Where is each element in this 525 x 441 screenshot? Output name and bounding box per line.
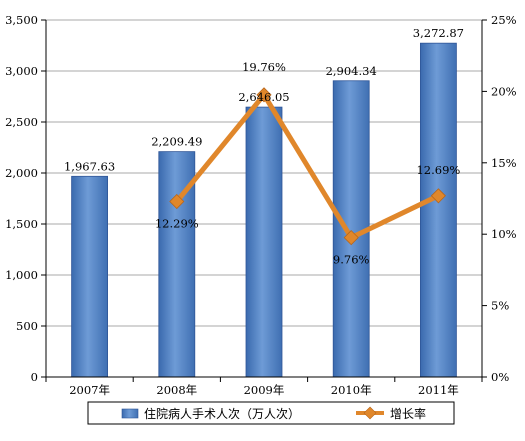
- bar: [332, 80, 370, 378]
- bar-value-label: 1,967.63: [64, 159, 115, 173]
- x-tick-label: 2009年: [244, 383, 285, 397]
- left-tick-label: 2,500: [5, 115, 38, 129]
- right-tick-label: 10%: [491, 227, 517, 241]
- growth-value-label: 19.76%: [242, 60, 286, 74]
- x-tick-label: 2011年: [418, 383, 459, 397]
- bar-value-label: 2,646.05: [238, 90, 289, 104]
- growth-value-label: 9.76%: [333, 253, 370, 267]
- growth-marker: [169, 193, 185, 210]
- left-tick-label: 3,000: [5, 64, 38, 78]
- right-tick-label: 5%: [491, 299, 509, 313]
- left-tick-label: 2,000: [5, 166, 38, 180]
- x-tick-label: 2007年: [69, 383, 110, 397]
- axes: 0 500 1,000 1,500 2,000 2,500 3,000 3,500 0% 5% 10…: [5, 13, 517, 397]
- growth-line: [174, 92, 440, 241]
- legend-box: [87, 401, 455, 425]
- right-tick-label: 20%: [491, 84, 517, 98]
- legend-line-marker: [363, 406, 377, 420]
- growth-marker: [430, 188, 446, 204]
- left-tick-label: 3,500: [5, 13, 38, 27]
- legend-bar-swatch: [121, 408, 139, 419]
- growth-marker: [343, 230, 359, 246]
- legend-bar-label: 住院病人手术人次（万人次）: [144, 406, 300, 421]
- left-tick-label: 1,500: [5, 217, 38, 231]
- right-tick-label: 0%: [491, 370, 509, 384]
- growth-value-label: 12.69%: [416, 163, 460, 177]
- bar-value-label: 2,904.34: [326, 64, 377, 78]
- right-tick-label: 25%: [491, 13, 517, 27]
- data-labels: 1,967.63 2,209.49 2,646.05 2,904.34 3,272.87…: [64, 26, 464, 266]
- bar: [419, 42, 457, 378]
- bar: [245, 106, 283, 378]
- x-tick-label: 2008年: [156, 383, 197, 397]
- growth-marker: [256, 87, 272, 103]
- legend-line-label: 增长率: [390, 406, 426, 421]
- line-series: [169, 87, 446, 246]
- right-tick-label: 15%: [491, 156, 517, 170]
- bar-value-label: 3,272.87: [413, 26, 464, 40]
- x-tick-label: 2010年: [331, 383, 372, 397]
- left-tick-label: 500: [16, 319, 38, 333]
- legend: 住院病人手术人次（万人次） 增长率: [87, 401, 455, 425]
- left-tick-label: 1,000: [5, 268, 38, 282]
- left-tick-label: 0: [31, 370, 38, 384]
- bar: [71, 175, 108, 378]
- bar-value-label: 2,209.49: [151, 135, 202, 149]
- growth-value-label: 12.29%: [155, 216, 199, 230]
